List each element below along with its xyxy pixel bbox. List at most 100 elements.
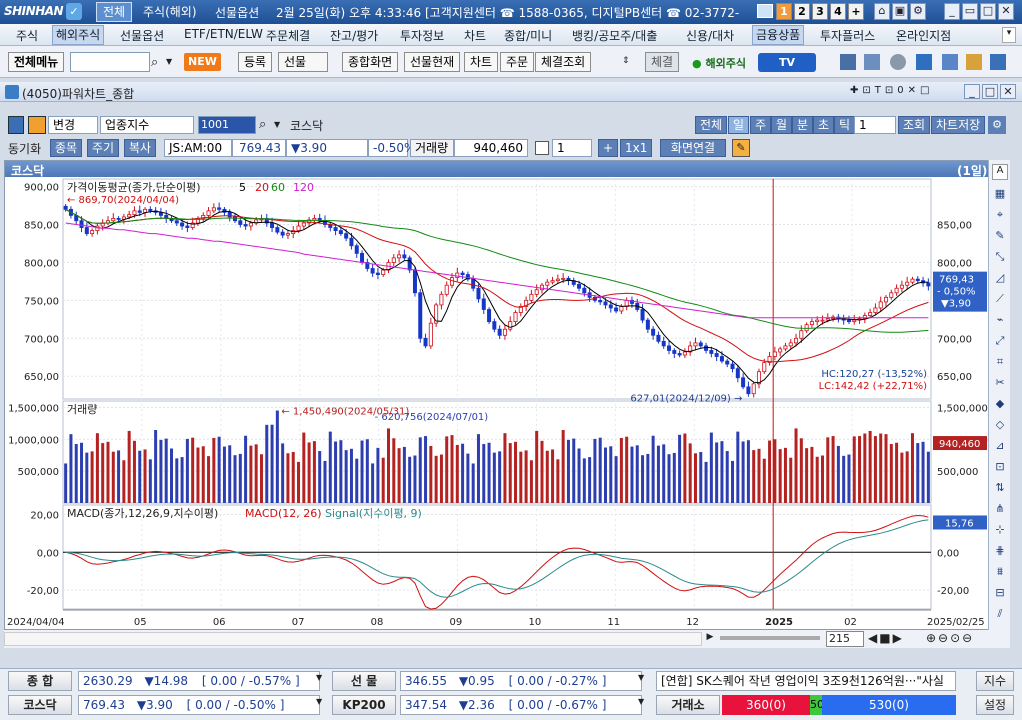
search-icon[interactable]: ⌕ bbox=[151, 55, 159, 70]
composite-dropdown-icon[interactable]: ▼ bbox=[316, 673, 323, 682]
screen-button-4[interactable]: 4 bbox=[830, 3, 846, 20]
drawing-tool-icon[interactable]: ✎ bbox=[995, 229, 1005, 242]
panel-collapse-icon[interactable]: A bbox=[992, 164, 1008, 180]
calculator-icon[interactable] bbox=[864, 54, 880, 70]
menu-credit[interactable]: 신용/대차 bbox=[686, 29, 735, 43]
order-button[interactable]: 주문 bbox=[500, 52, 535, 72]
period-all-button[interactable]: 전체 bbox=[695, 116, 728, 134]
screen-button-1[interactable]: 1 bbox=[776, 3, 792, 20]
exit-icon[interactable] bbox=[990, 54, 1006, 70]
drawing-tool-icon[interactable]: ⌁ bbox=[996, 313, 1004, 326]
drawing-tool-icon[interactable]: ⤢ bbox=[995, 334, 1005, 347]
period-count-select[interactable]: 1 bbox=[854, 116, 896, 134]
gear-icon[interactable] bbox=[890, 54, 906, 70]
drawing-tool-icon[interactable]: ◇ bbox=[995, 418, 1005, 431]
menu-balance[interactable]: 잔고/평가 bbox=[330, 29, 379, 43]
window-tool-icons[interactable]: ✚⊡T⊡0✕□ bbox=[850, 85, 934, 96]
period-second-button[interactable]: 초 bbox=[813, 116, 835, 134]
screen-button-2[interactable]: 2 bbox=[794, 3, 810, 20]
change-select[interactable]: 변경 bbox=[48, 116, 98, 134]
period-tick-button[interactable]: 틱 bbox=[834, 116, 856, 134]
news-ticker[interactable]: [연합] SK스퀘어 작년 영업이익 3조9천126억원···"사실 bbox=[656, 671, 956, 691]
drawing-tool-icon[interactable]: ⟋ bbox=[996, 292, 1004, 305]
menu-overseas-stock[interactable]: 해외주식 bbox=[52, 25, 105, 45]
tv-button[interactable]: TV bbox=[758, 53, 816, 72]
drawing-tool-icon[interactable]: ⌗ bbox=[996, 355, 1004, 368]
code-input[interactable]: 1001 bbox=[198, 116, 256, 134]
minimize-icon[interactable]: _ bbox=[944, 3, 960, 20]
lock-icon[interactable] bbox=[966, 54, 982, 70]
menu-etf[interactable]: ETF/ETN/ELW bbox=[184, 27, 263, 41]
drawing-tool-icon[interactable]: ⋔ bbox=[995, 502, 1005, 515]
chart-scrollbar[interactable] bbox=[4, 632, 702, 646]
drawing-tool-icon[interactable]: ⋕ bbox=[995, 544, 1005, 557]
futures-dropdown-icon[interactable]: ▼ bbox=[638, 673, 645, 682]
menu-online-branch[interactable]: 온라인지점 bbox=[896, 29, 952, 43]
chart-close-icon[interactable]: ✕ bbox=[1000, 84, 1016, 99]
zoom-slider[interactable] bbox=[720, 636, 820, 640]
menu-banking[interactable]: 뱅킹/공모주/대출 bbox=[572, 29, 658, 43]
index-button[interactable]: 지수 bbox=[976, 671, 1014, 691]
toolbar-expand-icon[interactable]: ⇕ bbox=[622, 56, 630, 66]
chart-maximize-icon[interactable]: □ bbox=[982, 84, 998, 99]
add-button[interactable]: + bbox=[598, 139, 619, 157]
count-select[interactable]: 1 bbox=[552, 139, 592, 157]
register-button[interactable]: 등록 bbox=[238, 52, 273, 72]
settings-button[interactable]: 설정 bbox=[976, 695, 1014, 715]
drawing-tool-icon[interactable]: ⊿ bbox=[995, 439, 1005, 452]
code-dropdown-icon[interactable]: ▼ bbox=[274, 120, 281, 129]
dropdown-icon[interactable]: ▼ bbox=[166, 57, 173, 66]
menu-chart[interactable]: 차트 bbox=[464, 29, 487, 43]
toggle-panel-icon[interactable] bbox=[8, 116, 24, 134]
drawing-tool-icon[interactable]: ⩩ bbox=[997, 565, 1003, 578]
drawing-tool-icon[interactable]: ⌖ bbox=[996, 208, 1004, 221]
screen-button-3[interactable]: 3 bbox=[812, 3, 828, 20]
drawing-tool-icon[interactable]: ⤡ bbox=[995, 250, 1005, 263]
drawing-tool-icon[interactable]: ◆ bbox=[995, 397, 1005, 410]
pen-icon[interactable]: ✎ bbox=[732, 139, 750, 157]
drawing-tool-icon[interactable]: ⊹ bbox=[995, 523, 1005, 536]
futures-select[interactable]: 선물 bbox=[278, 52, 328, 72]
restore-icon[interactable]: ▭ bbox=[962, 3, 978, 20]
ratio-button[interactable]: 1x1 bbox=[620, 139, 653, 157]
futures-current-button[interactable]: 선물현재 bbox=[404, 52, 461, 72]
all-menu-button[interactable]: 전체메뉴 bbox=[8, 52, 65, 72]
drawing-tool-icon[interactable]: ⊡ bbox=[995, 460, 1005, 473]
kosdaq-dropdown-icon[interactable]: ▼ bbox=[316, 697, 323, 706]
chart-save-button[interactable]: 차트저장 bbox=[931, 116, 986, 134]
query-button[interactable]: 조회 bbox=[898, 116, 931, 134]
chart-svg[interactable]: 900,00 850,00 800,00 750,00 700,00 650,00 850,… bbox=[5, 177, 989, 629]
settings-icon[interactable]: ⚙ bbox=[910, 3, 926, 20]
sync-copy-button[interactable]: 복사 bbox=[124, 139, 157, 157]
code-search-icon[interactable]: ⌕ bbox=[259, 117, 267, 132]
menu-search-input[interactable] bbox=[70, 52, 150, 72]
drawing-tool-icon[interactable]: ⇅ bbox=[995, 481, 1005, 494]
menu-stock[interactable]: 주식 bbox=[16, 29, 39, 43]
playback-controls[interactable]: ◀■▶ bbox=[868, 631, 904, 645]
chart-settings-icon[interactable]: ⚙ bbox=[988, 116, 1006, 134]
maximize-icon[interactable]: □ bbox=[980, 3, 996, 20]
period-day-button[interactable]: 일 bbox=[728, 116, 750, 134]
tab-futures-label[interactable]: 선물옵션 bbox=[215, 6, 260, 20]
monitor-icon[interactable] bbox=[757, 4, 773, 18]
period-month-button[interactable]: 월 bbox=[771, 116, 793, 134]
menu-invest-plus[interactable]: 투자플러스 bbox=[820, 29, 876, 43]
chart-minimize-icon[interactable]: _ bbox=[964, 84, 980, 99]
period-week-button[interactable]: 주 bbox=[750, 116, 772, 134]
new-badge[interactable]: NEW bbox=[184, 53, 221, 71]
sync-period-button[interactable]: 주기 bbox=[87, 139, 120, 157]
scroll-right-icon[interactable]: ▶ bbox=[706, 632, 714, 642]
kp200-dropdown-icon[interactable]: ▼ bbox=[638, 697, 645, 706]
execution-button[interactable]: 체결 bbox=[645, 52, 680, 72]
tab-overseas-stock[interactable]: 주식(해외) bbox=[143, 5, 197, 19]
close-icon[interactable]: ✕ bbox=[998, 3, 1014, 20]
window-icon[interactable] bbox=[942, 54, 958, 70]
menu-futures-options[interactable]: 선물옵션 bbox=[120, 29, 165, 43]
drawing-tool-icon[interactable]: ▦ bbox=[994, 187, 1006, 200]
screen-add-button[interactable]: + bbox=[848, 3, 864, 20]
chart-button[interactable]: 차트 bbox=[464, 52, 499, 72]
drawing-tool-icon[interactable]: ⊟ bbox=[995, 586, 1005, 599]
drawing-tool-icon[interactable]: ◿ bbox=[995, 271, 1005, 284]
period-minute-button[interactable]: 분 bbox=[792, 116, 814, 134]
zoom-icons[interactable]: ⊕⊖⊙⊖ bbox=[926, 631, 975, 645]
